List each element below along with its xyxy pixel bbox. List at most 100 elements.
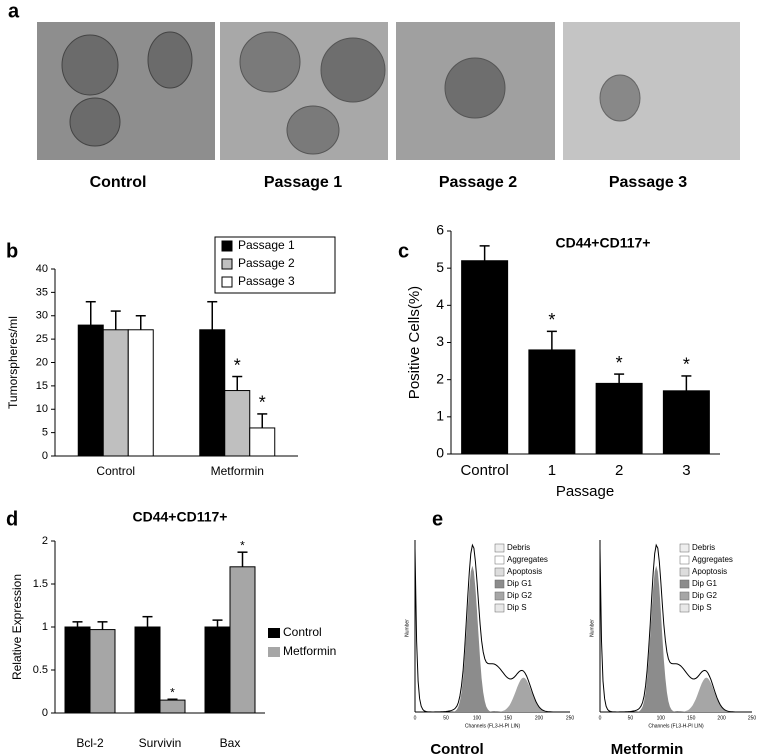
legend-label: Control [283,625,322,639]
y-tick-label: 1 [436,408,444,424]
y-tick-label: 1 [42,621,48,633]
x-tick-label: Bcl-2 [76,736,104,750]
significance-label: * [683,355,690,375]
flow-legend-label: Dip S [692,603,712,612]
micrographs [37,22,740,160]
flow-legend-swatch [494,555,505,565]
caption: Control [430,741,483,756]
flow-legend-label: Dip G1 [692,579,717,588]
chart-title: CD44+CD117+ [133,509,228,525]
bar [229,566,256,714]
flow-x-tick-label: 0 [599,715,602,721]
flow-x-tick-label: 250 [566,715,575,721]
panel-label: e [432,508,443,530]
flow-legend-swatch [494,543,505,553]
flow-x-tick-label: 100 [657,715,666,721]
flow-x-tick-label: 50 [443,715,449,721]
x-tick-label: Metformin [211,464,264,478]
legend-box [214,236,336,294]
bar [528,349,576,455]
y-tick-label: 6 [436,222,444,238]
significance-label: * [170,685,175,699]
flow-legend-label: Aggregates [692,555,733,564]
y-tick-label: 4 [436,296,444,312]
flow-g1-area [415,565,570,712]
panel-label: b [6,240,18,262]
y-tick-label: 5 [42,427,48,439]
y-tick-label: 35 [36,286,48,298]
panel-label: c [398,240,409,262]
bar [204,626,231,714]
flow-legend-swatch [494,591,505,601]
y-tick-label: 2 [436,370,444,386]
flow-legend-swatch [679,543,690,553]
y-axis-label: Relative Expression [10,574,24,680]
y-tick-label: 3 [436,333,444,349]
significance-label: * [548,310,555,330]
legend-label: Passage 1 [238,238,295,252]
bar [134,626,161,714]
flow-y-label: Number [404,619,410,637]
y-tick-label: 0 [42,450,48,462]
micrograph [563,22,740,160]
panel-label: a [8,0,20,22]
flow-g1-area [600,565,752,712]
flow-legend-swatch [494,579,505,589]
x-tick-label: Control [96,464,135,478]
spheroid [320,37,386,103]
y-tick-label: 25 [36,333,48,345]
x-tick-label: 1 [548,462,556,479]
spheroid [599,74,641,122]
caption: Passage 1 [264,174,342,191]
y-tick-label: 30 [36,310,48,322]
bar [127,329,154,457]
flow-legend-swatch [679,555,690,565]
flow-y-label: Number [589,619,595,637]
significance-label: * [259,393,266,413]
bar [662,390,710,455]
flow-legend-label: Dip G1 [507,579,532,588]
flow-x-tick-label: 200 [535,715,544,721]
flow-histogram [414,543,570,713]
bar [595,382,643,455]
flow-legend-label: Dip S [507,603,527,612]
significance-label: * [616,353,623,373]
caption: Passage 2 [439,174,517,191]
y-axis-label: Tumorspheres/ml [6,316,20,409]
y-axis-label: Positive Cells(%) [406,286,423,399]
flow-legend-swatch [679,603,690,613]
y-tick-label: 0.5 [33,664,48,676]
flow-legend-label: Debris [507,543,530,552]
y-tick-label: 20 [36,356,48,368]
spheroid [239,31,301,93]
x-tick-label: Survivin [139,736,182,750]
bar [64,626,91,714]
x-axis-label: Passage [556,483,614,500]
y-tick-label: 0 [436,445,444,461]
flow-legend-label: Debris [692,543,715,552]
bar [89,629,116,714]
flow-x-tick-label: 0 [414,715,417,721]
spheroid [286,105,340,155]
bar [77,324,104,457]
chart-title: CD44+CD117+ [556,235,651,251]
flow-x-tick-label: 50 [628,715,634,721]
x-tick-label: 3 [682,462,690,479]
flow-legend-label: Aggregates [507,555,548,564]
flow-legend-label: Apoptosis [507,567,542,576]
caption: Metformin [611,741,684,756]
spheroid [147,31,193,89]
significance-label: * [240,538,245,552]
flow-histogram [599,543,752,713]
flow-x-tick-label: 150 [687,715,696,721]
y-tick-label: 1.5 [33,578,48,590]
y-tick-label: 40 [36,263,48,275]
spheroid [69,97,121,147]
legend-swatch [268,628,280,638]
flow-legend-label: Dip G2 [507,591,532,600]
caption: Passage 3 [609,174,687,191]
significance-label: * [234,355,241,375]
y-tick-label: 5 [436,259,444,275]
legend-label: Passage 3 [238,274,295,288]
